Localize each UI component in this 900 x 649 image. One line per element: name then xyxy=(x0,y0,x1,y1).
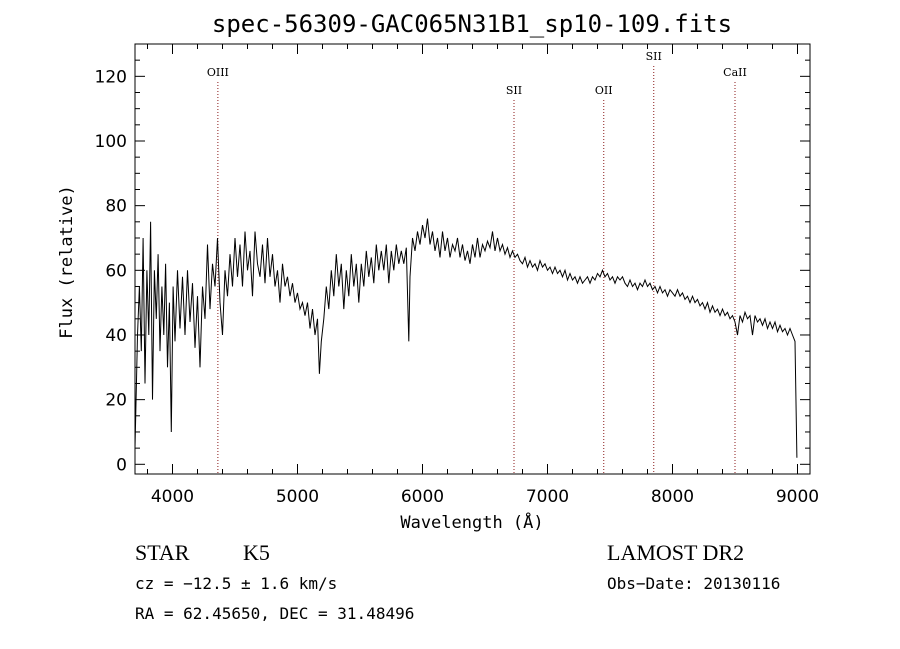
x-tick-label: 8000 xyxy=(651,487,694,507)
survey-name: LAMOST DR2 xyxy=(607,540,744,565)
y-tick-label: 20 xyxy=(105,391,127,411)
spectral-line-label: OIII xyxy=(207,66,229,79)
spectral-line-label: CaII xyxy=(723,66,747,79)
object-subclass: K5 xyxy=(243,540,270,565)
x-tick-label: 4000 xyxy=(151,487,194,507)
x-axis: 4000 5000 6000 7000 8000 9000 xyxy=(147,44,819,507)
y-tick-label: 60 xyxy=(105,261,127,281)
y-axis: 0 20 40 60 80 100 120 xyxy=(95,59,810,475)
flux-series-line xyxy=(134,218,798,458)
spectral-lines: OIII SII OII SII CaII xyxy=(207,50,747,474)
y-axis-label: Flux (relative) xyxy=(57,185,77,339)
obs-date: Obs−Date: 20130116 xyxy=(607,574,780,593)
y-tick-label: 80 xyxy=(105,197,127,217)
y-tick-label: 0 xyxy=(116,455,127,475)
coordinates-info: RA = 62.45650, DEC = 31.48496 xyxy=(135,604,414,623)
x-axis-label: Wavelength (Å) xyxy=(400,511,543,533)
y-tick-label: 100 xyxy=(95,132,127,152)
y-tick-label: 40 xyxy=(105,326,127,346)
y-tick-label: 120 xyxy=(95,67,127,87)
x-tick-label: 7000 xyxy=(526,487,569,507)
x-tick-label: 9000 xyxy=(776,487,819,507)
spectral-line-label: SII xyxy=(646,50,662,63)
chart-title: spec-56309-GAC065N31B1_sp10-109.fits xyxy=(212,10,732,38)
redshift-info: cz = −12.5 ± 1.6 km/s xyxy=(135,574,337,593)
spectral-line-label: OII xyxy=(595,84,613,97)
x-tick-label: 6000 xyxy=(401,487,444,507)
spectral-line-label: SII xyxy=(506,84,522,97)
object-class: STAR xyxy=(135,540,190,565)
x-tick-label: 5000 xyxy=(276,487,319,507)
